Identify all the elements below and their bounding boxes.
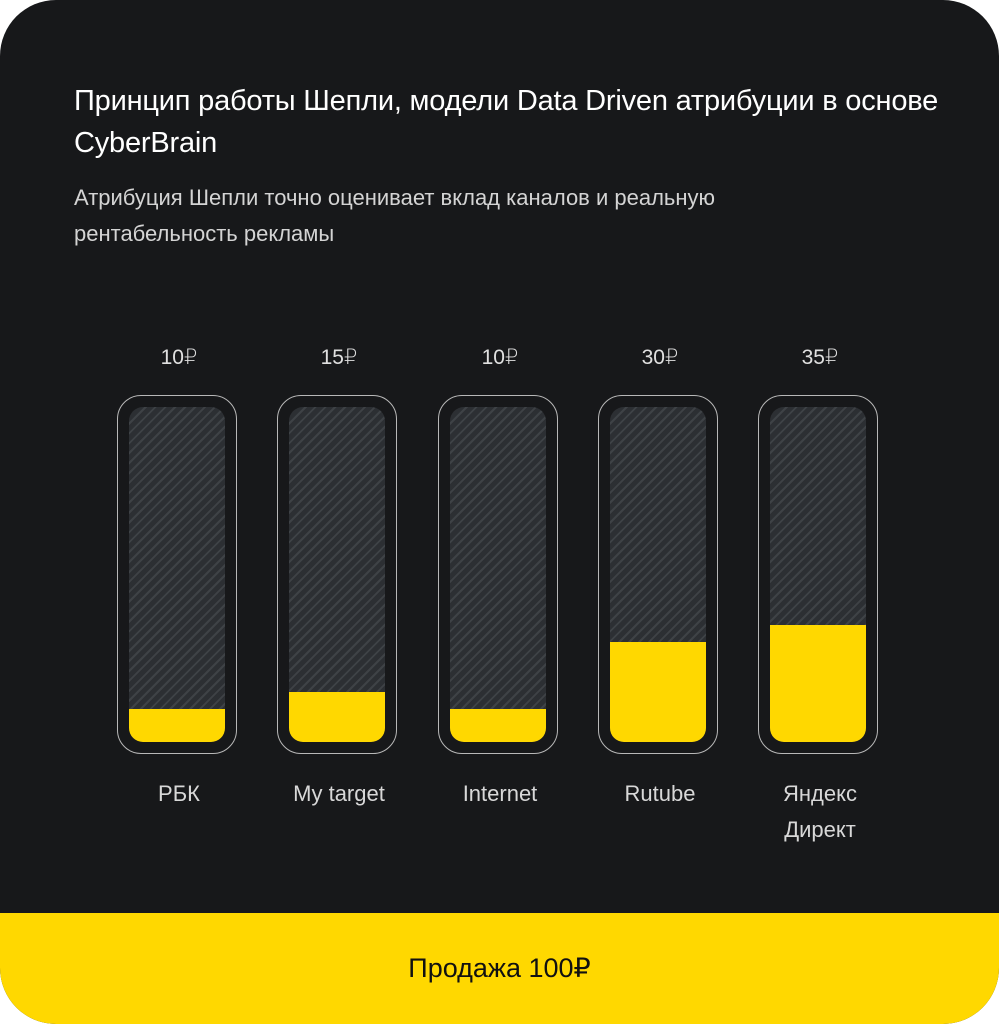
bar-label: My target [293, 781, 385, 806]
bar-track [289, 407, 385, 742]
bar-value: 10₽ [481, 346, 519, 369]
bar-container [598, 395, 718, 754]
page-subtitle: Атрибуция Шепли точно оценивает вклад ка… [74, 185, 716, 246]
bar-value: 35₽ [801, 346, 839, 369]
bar-column-yandex-direct: 35₽ Яндекс Директ [758, 340, 882, 842]
bar-column-mytarget: 15₽ My target [277, 340, 401, 806]
bar-track [450, 407, 546, 742]
sale-total-banner: Продажа 100₽ [0, 913, 999, 1024]
bar-label: Rutube [624, 781, 696, 806]
bar-track [770, 407, 866, 742]
bar-label: РБК [158, 781, 200, 806]
bar-fill [770, 624, 866, 742]
bar-fill [289, 691, 385, 742]
bar-container [438, 395, 558, 754]
bar-track [610, 407, 706, 742]
bar-column-rbk: 10₽ РБК [117, 340, 241, 806]
bar-column-internet: 10₽ Internet [438, 340, 562, 806]
bar-label: Яндекс Директ [783, 781, 857, 842]
bar-fill [129, 708, 225, 742]
bar-fill [450, 708, 546, 742]
bar-track [129, 407, 225, 742]
bar-value: 15₽ [320, 346, 358, 369]
bar-container [277, 395, 397, 754]
bar-value: 30₽ [641, 346, 679, 369]
bar-value: 10₽ [160, 346, 198, 369]
bar-column-rutube: 30₽ Rutube [598, 340, 722, 806]
bar-container [758, 395, 878, 754]
page-title: Принцип работы Шепли, модели Data Driven… [74, 85, 939, 159]
sale-total-label: Продажа 100₽ [408, 953, 591, 983]
bar-label: Internet [462, 781, 538, 806]
bar-container [117, 395, 237, 754]
bar-fill [610, 641, 706, 742]
